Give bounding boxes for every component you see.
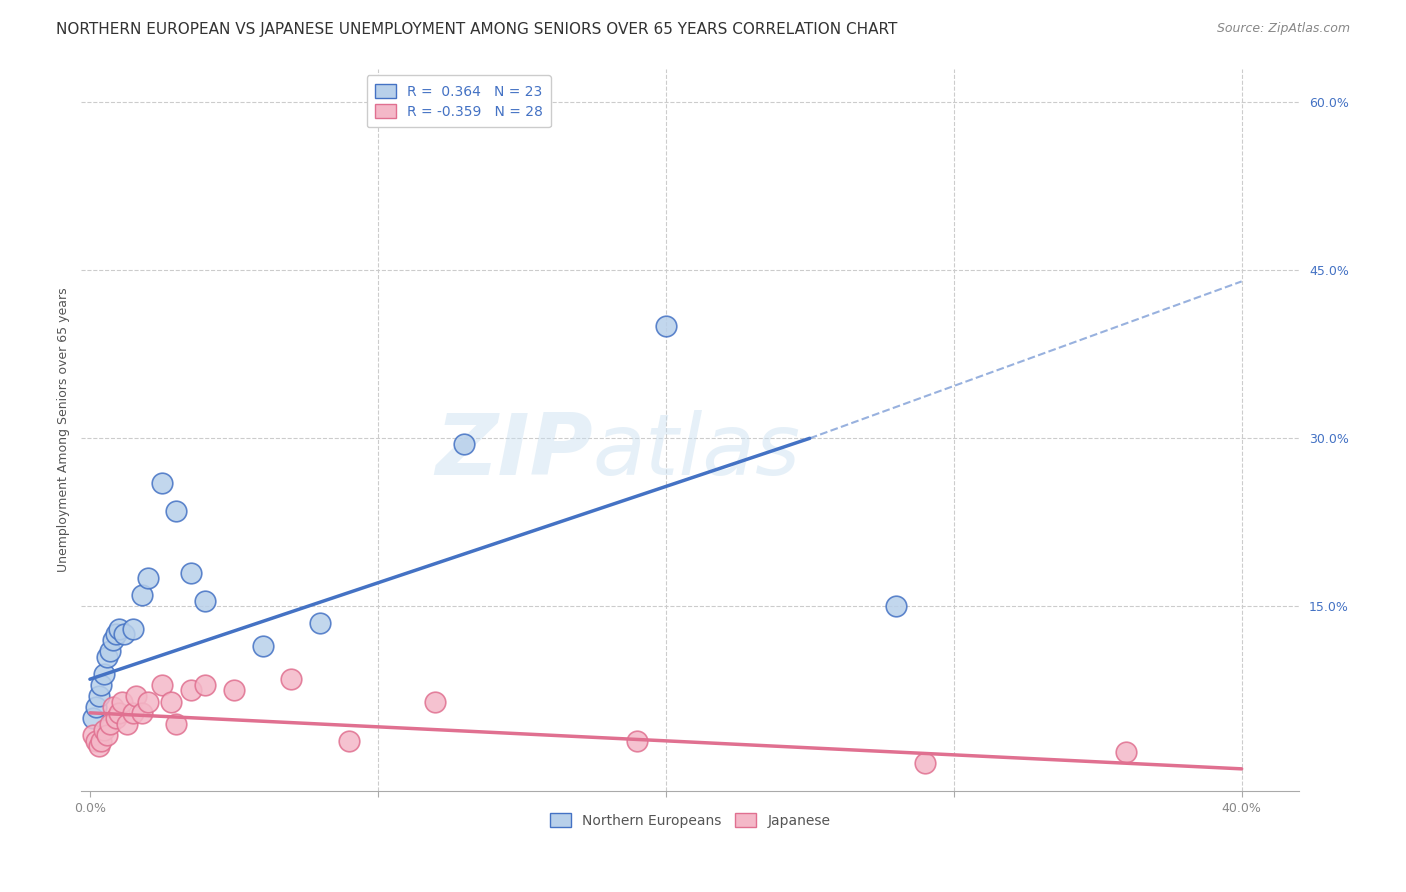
Point	[159, 695, 181, 709]
Point	[280, 672, 302, 686]
Point	[87, 739, 110, 754]
Point	[114, 627, 136, 641]
Point	[122, 706, 145, 720]
Point	[194, 678, 217, 692]
Point	[87, 689, 110, 703]
Point	[150, 476, 173, 491]
Point	[93, 723, 115, 737]
Point	[194, 594, 217, 608]
Legend: Northern Europeans, Japanese: Northern Europeans, Japanese	[543, 806, 838, 835]
Point	[425, 695, 447, 709]
Text: atlas: atlas	[593, 410, 801, 493]
Point	[165, 717, 187, 731]
Point	[90, 734, 112, 748]
Point	[104, 711, 127, 725]
Point	[131, 588, 153, 602]
Point	[180, 566, 202, 580]
Point	[98, 717, 121, 731]
Point	[1115, 745, 1137, 759]
Point	[655, 319, 678, 334]
Point	[453, 437, 475, 451]
Point	[136, 571, 159, 585]
Point	[101, 700, 124, 714]
Point	[914, 756, 936, 771]
Point	[222, 683, 245, 698]
Point	[136, 695, 159, 709]
Point	[180, 683, 202, 698]
Point	[626, 734, 648, 748]
Point	[884, 599, 907, 614]
Point	[90, 678, 112, 692]
Point	[150, 678, 173, 692]
Point	[117, 717, 139, 731]
Point	[122, 622, 145, 636]
Point	[131, 706, 153, 720]
Point	[96, 649, 118, 664]
Point	[252, 639, 274, 653]
Y-axis label: Unemployment Among Seniors over 65 years: Unemployment Among Seniors over 65 years	[58, 287, 70, 572]
Text: NORTHERN EUROPEAN VS JAPANESE UNEMPLOYMENT AMONG SENIORS OVER 65 YEARS CORRELATI: NORTHERN EUROPEAN VS JAPANESE UNEMPLOYME…	[56, 22, 897, 37]
Point	[165, 504, 187, 518]
Point	[82, 728, 104, 742]
Text: ZIP: ZIP	[436, 410, 593, 493]
Point	[107, 622, 129, 636]
Point	[96, 728, 118, 742]
Point	[98, 644, 121, 658]
Point	[101, 632, 124, 647]
Point	[84, 734, 107, 748]
Point	[337, 734, 360, 748]
Point	[93, 666, 115, 681]
Point	[104, 627, 127, 641]
Point	[82, 711, 104, 725]
Point	[107, 706, 129, 720]
Text: Source: ZipAtlas.com: Source: ZipAtlas.com	[1216, 22, 1350, 36]
Point	[125, 689, 148, 703]
Point	[84, 700, 107, 714]
Point	[110, 695, 132, 709]
Point	[309, 616, 332, 631]
